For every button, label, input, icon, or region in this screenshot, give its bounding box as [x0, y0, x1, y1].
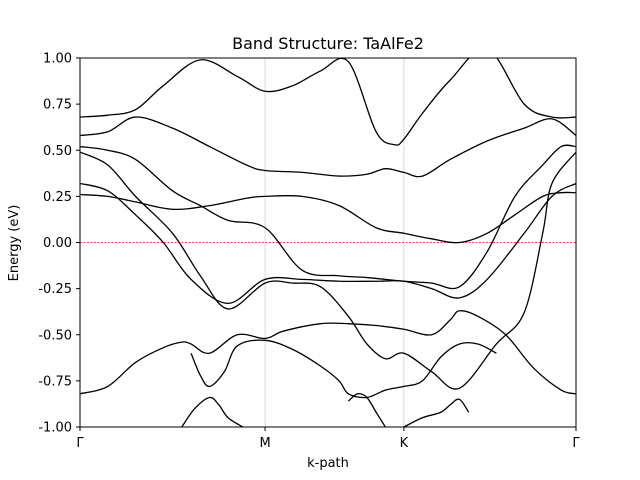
band-line-2	[80, 144, 576, 290]
x-tick-label: K	[400, 436, 409, 451]
band-line-3	[80, 191, 576, 244]
x-tick-label: M	[259, 436, 270, 451]
band-line-4	[80, 182, 576, 305]
y-tick-label: -1.00	[38, 421, 72, 436]
band-line-9	[181, 396, 244, 427]
band-line-6	[80, 58, 576, 146]
y-tick-label: -0.50	[38, 328, 72, 343]
y-axis-ticks: 1.00 0.75 0.50 0.25 0.00 -0.25 -0.50 -0.75 -1.00	[38, 52, 80, 436]
band-line-7	[80, 310, 576, 395]
y-axis-label: Energy (eV)	[7, 205, 22, 282]
chart-title: Band Structure: TaAlFe2	[232, 34, 424, 53]
y-tick-label: 0.50	[43, 144, 72, 159]
y-tick-label: 0.00	[43, 236, 72, 251]
x-tick-label: Γ	[76, 436, 84, 451]
band-line-1	[80, 151, 576, 390]
band-line-10	[347, 392, 386, 427]
x-axis-label: k-path	[307, 456, 349, 471]
y-tick-label: -0.25	[38, 282, 72, 297]
band-line-5	[80, 116, 576, 178]
y-tick-label: -0.75	[38, 374, 72, 389]
band-lines	[80, 58, 576, 427]
band-line-11	[403, 398, 470, 427]
y-tick-label: 0.75	[43, 98, 72, 113]
band-line-8	[190, 339, 497, 399]
x-tick-label: Γ	[572, 436, 580, 451]
y-tick-label: 1.00	[43, 52, 72, 67]
y-tick-label: 0.25	[43, 190, 72, 205]
